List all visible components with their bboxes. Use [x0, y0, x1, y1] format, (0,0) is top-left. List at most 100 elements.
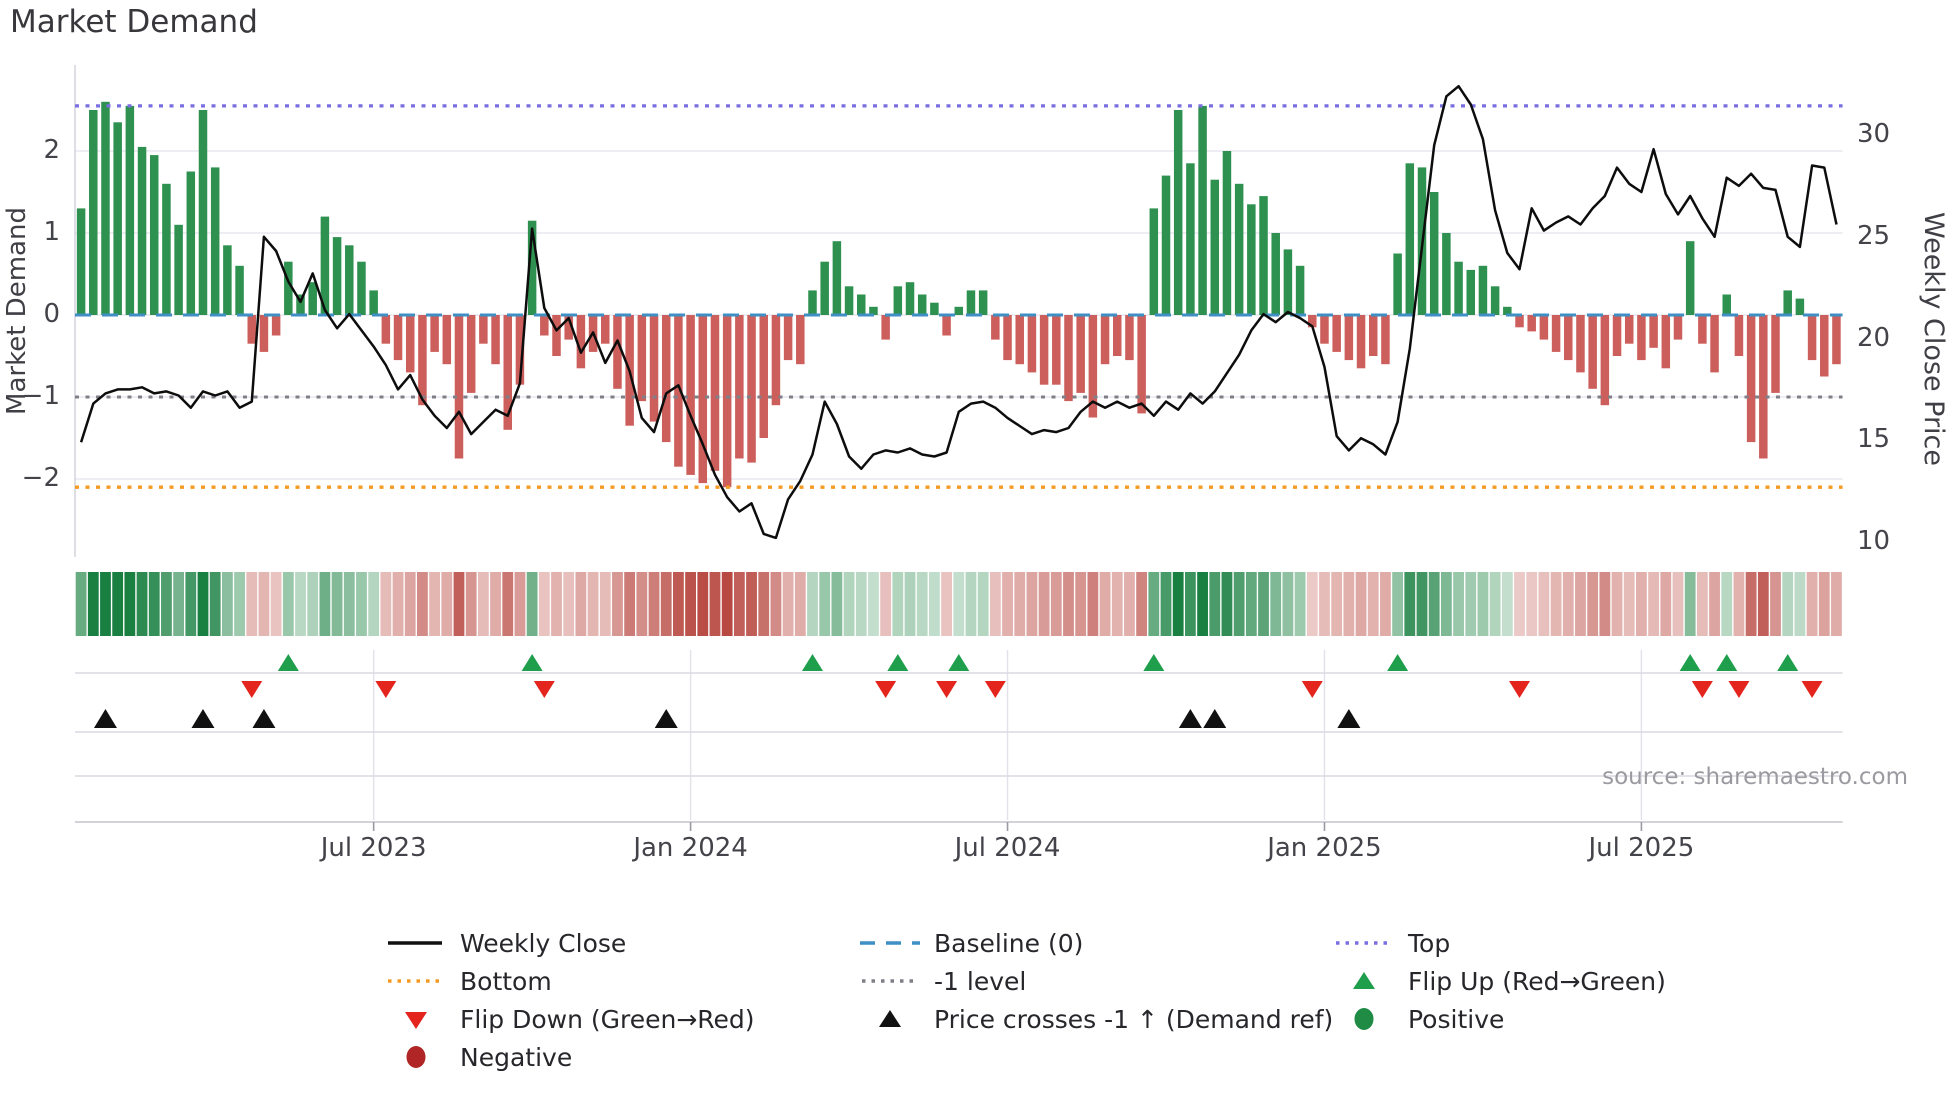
demand-bar-negative [503, 315, 512, 430]
demand-bar-negative [942, 315, 951, 336]
left-axis-tick-label: 0 [43, 299, 60, 329]
legend-item-flip-up: Flip Up (Red→Green) [1332, 962, 1666, 1000]
flip-up-marker [801, 654, 823, 671]
heatmap-cell [1806, 572, 1818, 636]
demand-bar-negative [735, 315, 744, 459]
demand-bar-negative [1368, 315, 1378, 356]
heatmap-cell [1684, 572, 1696, 636]
demand-bar-positive [1442, 233, 1451, 315]
demand-bar-negative [430, 315, 439, 352]
demand-bar-negative [1064, 315, 1073, 402]
price-cross-marker [93, 709, 117, 728]
legend-label: Bottom [460, 966, 552, 996]
demand-bar-negative [1832, 315, 1841, 365]
demand-bar-negative [796, 315, 805, 365]
demand-bar-negative [1320, 315, 1329, 344]
demand-bar-negative [1649, 315, 1658, 348]
demand-bar-positive [1490, 286, 1500, 315]
price-cross-marker [654, 709, 678, 728]
heatmap-cell [1050, 572, 1062, 636]
heatmap-cell [843, 572, 855, 636]
demand-bar-positive [174, 224, 183, 315]
heatmap-cell [563, 572, 575, 636]
legend-item-negative: Negative [384, 1038, 755, 1076]
heatmap-cell [1745, 572, 1757, 636]
demand-bar-negative [247, 315, 257, 344]
heatmap-cell [343, 572, 355, 636]
demand-bar-positive [966, 290, 976, 315]
price-cross-marker [252, 709, 276, 728]
legend-label: -1 level [934, 966, 1027, 996]
heatmap-cell [746, 572, 757, 636]
heatmap-cell [904, 572, 916, 636]
demand-bar-negative [454, 315, 464, 459]
heatmap-cell [1209, 572, 1221, 636]
flip-down-marker [875, 681, 897, 698]
flip-down-marker [1691, 681, 1713, 698]
demand-bar-negative [418, 315, 427, 406]
demand-bar-positive [345, 245, 354, 315]
demand-bar-positive [930, 302, 939, 315]
demand-bar-negative [1332, 315, 1341, 352]
heatmap-cell [673, 572, 684, 636]
demand-bar-negative [1381, 315, 1390, 365]
demand-bar-positive [125, 105, 135, 316]
heatmap-cell [953, 572, 965, 636]
left-axis-tick-label: −2 [21, 463, 60, 493]
demand-bar-positive [1173, 110, 1183, 315]
demand-bar-positive [1783, 290, 1792, 315]
heatmap-cell [1111, 572, 1123, 636]
demand-bar-negative [479, 315, 488, 344]
demand-bar-positive [1429, 192, 1439, 315]
legend-label: Negative [460, 1042, 573, 1072]
demand-bar-positive [808, 290, 817, 315]
legend-label: Flip Down (Green→Red) [460, 1004, 755, 1034]
heatmap-cell [404, 572, 416, 636]
x-axis-tick-label: Jul 2024 [954, 833, 1061, 863]
demand-bar-positive [308, 282, 317, 315]
demand-bar-positive [832, 241, 842, 315]
demand-bar-negative [381, 315, 391, 344]
heatmap-cell [880, 572, 892, 636]
demand-bar-negative [991, 315, 1000, 340]
heatmap-cell [1575, 572, 1586, 636]
heatmap-cell [1489, 572, 1501, 636]
heatmap-cell [1757, 572, 1769, 636]
heatmap-cell [989, 572, 1001, 636]
demand-bar-negative [637, 315, 647, 402]
demand-bar-negative [1771, 315, 1780, 393]
demand-bar-positive [1271, 233, 1280, 315]
legend-column-3: Top Flip Up (Red→Green) Positive [1332, 924, 1666, 1038]
heatmap-cell [807, 572, 818, 636]
heatmap-cell [295, 572, 306, 636]
demand-bar-negative [442, 315, 452, 365]
heatmap-cell [514, 572, 526, 636]
demand-bar-negative [1612, 315, 1622, 356]
demand-bar-positive [1466, 269, 1476, 315]
heatmap-cell [1770, 572, 1781, 636]
flip-up-marker [1387, 654, 1409, 671]
heatmap-cell [331, 572, 343, 636]
demand-bar-negative [1039, 315, 1049, 385]
demand-bar-negative [1088, 315, 1098, 418]
right-axis-tick-label: 10 [1857, 526, 1891, 556]
price-cross-marker [1203, 709, 1227, 728]
heatmap-cell [721, 572, 733, 636]
demand-bar-negative [1600, 315, 1610, 406]
demand-bar-positive [149, 155, 159, 315]
demand-bar-negative [1100, 315, 1110, 365]
demand-bar-positive [1685, 241, 1695, 315]
flip-down-triangle-icon [405, 1012, 427, 1029]
demand-bar-negative [1673, 315, 1683, 340]
heatmap-cell [319, 572, 331, 636]
heatmap-cell [282, 572, 294, 636]
heatmap-cell [526, 572, 538, 636]
heatmap-cell [1258, 572, 1269, 636]
heatmap-cell [1014, 572, 1026, 636]
demand-bar-negative [1137, 315, 1146, 414]
demand-bar-positive [1161, 175, 1171, 315]
heatmap-cell [1550, 572, 1562, 636]
heatmap-cell [197, 572, 209, 636]
demand-bar-positive [137, 146, 147, 315]
demand-bar-positive [235, 265, 244, 315]
